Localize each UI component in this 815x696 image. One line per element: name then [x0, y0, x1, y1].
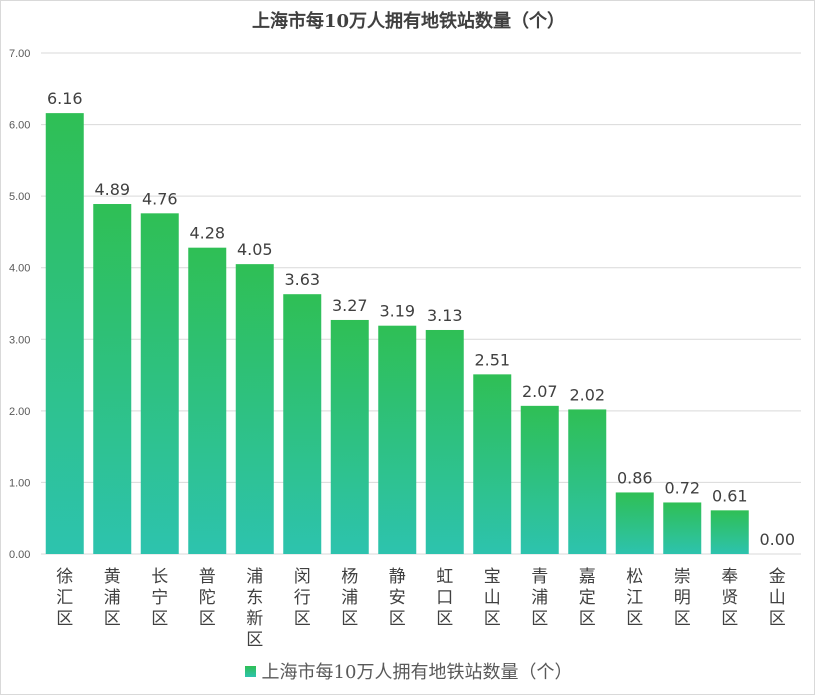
value-label: 4.05 — [237, 240, 273, 259]
legend: 上海市每10万人拥有地铁站数量（个） — [1, 658, 815, 684]
value-label: 0.61 — [712, 486, 748, 505]
y-tick-label: 2.00 — [9, 406, 30, 418]
bar — [93, 204, 132, 554]
value-label: 4.76 — [142, 189, 178, 208]
category-label: 嘉定区 — [579, 567, 596, 629]
value-label: 3.27 — [332, 296, 368, 315]
value-label: 4.28 — [189, 224, 225, 243]
bar — [330, 319, 369, 554]
category-label: 金山区 — [769, 567, 786, 629]
category-label: 奉贤区 — [721, 567, 738, 629]
category-label: 杨浦区 — [341, 567, 358, 629]
category-label: 虹口区 — [436, 567, 453, 629]
category-label: 青浦区 — [531, 567, 548, 629]
category-label: 长宁区 — [151, 567, 168, 629]
bar — [520, 405, 559, 554]
value-label: 2.07 — [522, 382, 558, 401]
category-label: 徐汇区 — [56, 567, 73, 629]
y-tick-label: 7.00 — [9, 48, 30, 60]
y-tick-label: 4.00 — [9, 263, 30, 275]
bar — [188, 247, 227, 554]
y-tick-label: 0.00 — [9, 549, 30, 561]
bar — [663, 502, 702, 554]
value-label: 3.13 — [427, 306, 463, 325]
category-label: 静安区 — [389, 567, 406, 629]
bar — [45, 113, 84, 555]
category-label: 浦东新区 — [246, 567, 263, 650]
category-label: 松江区 — [626, 567, 643, 629]
value-label: 0.00 — [759, 530, 795, 549]
value-label: 2.02 — [569, 385, 605, 404]
bar — [473, 374, 512, 554]
bar — [235, 264, 274, 554]
bar — [615, 492, 654, 554]
value-label: 3.19 — [379, 302, 415, 321]
category-label: 宝山区 — [484, 567, 501, 629]
category-label: 闵行区 — [294, 567, 311, 629]
y-tick-label: 3.00 — [9, 334, 30, 346]
value-label: 0.86 — [617, 468, 653, 487]
category-label: 崇明区 — [674, 567, 691, 629]
category-label: 普陀区 — [199, 567, 216, 629]
y-tick-label: 1.00 — [9, 477, 30, 489]
legend-label: 上海市每10万人拥有地铁站数量（个） — [261, 662, 573, 683]
value-label: 3.63 — [284, 270, 320, 289]
category-label: 黄浦区 — [104, 567, 121, 629]
value-label: 4.89 — [94, 180, 130, 199]
bar — [568, 409, 607, 554]
bar — [710, 510, 749, 554]
value-label: 0.72 — [664, 478, 700, 497]
bar — [283, 294, 322, 554]
bar — [378, 325, 417, 554]
value-label: 2.51 — [474, 350, 510, 369]
value-label: 6.16 — [47, 89, 83, 108]
bar — [425, 329, 464, 554]
chart-title: 上海市每10万人拥有地铁站数量（个） — [251, 11, 566, 32]
y-tick-label: 6.00 — [9, 120, 30, 132]
bar — [140, 213, 179, 554]
y-tick-label: 5.00 — [9, 191, 30, 203]
legend-swatch — [244, 665, 256, 677]
